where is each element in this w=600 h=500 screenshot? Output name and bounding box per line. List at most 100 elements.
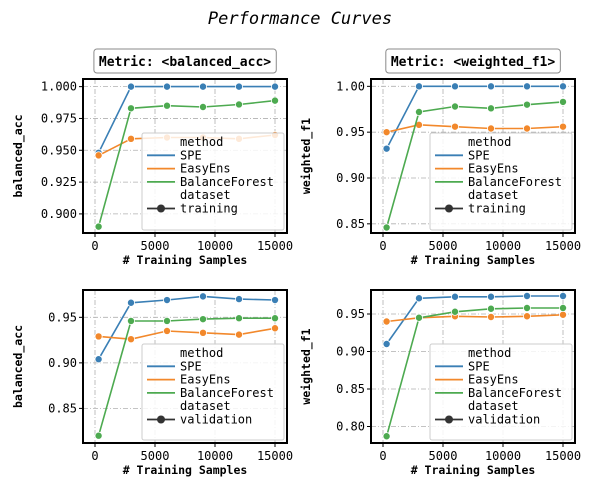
x-tick-label: 10000	[485, 449, 521, 463]
series-line-EasyEns	[386, 314, 564, 323]
data-point-SPE	[270, 296, 279, 305]
data-point-BalanceForest	[414, 108, 423, 117]
y-tick-label: 0.95	[48, 310, 77, 324]
y-tick-label: 0.85	[336, 382, 365, 396]
legend-label-SPE: SPE	[180, 359, 202, 373]
data-point-BalanceForest	[127, 316, 136, 325]
data-point-SPE	[414, 294, 423, 303]
y-tick-label: 0.90	[336, 171, 365, 185]
legend-box	[141, 132, 285, 231]
y-axis-label: balanced_acc	[11, 114, 26, 197]
legend-marker-dataset	[445, 415, 453, 424]
x-tick-label: 0	[91, 239, 98, 253]
data-point-EasyEns	[198, 328, 207, 337]
data-point-SPE	[162, 296, 171, 305]
x-tick-label: 15000	[545, 239, 581, 253]
data-point-EasyEns	[486, 124, 495, 133]
legend-title-method: method	[468, 135, 511, 149]
series-line-EasyEns	[98, 327, 276, 341]
x-tick-label: 5000	[141, 239, 170, 253]
data-point-EasyEns	[559, 310, 568, 319]
x-tick-label: 10000	[485, 239, 521, 253]
series-line-SPE	[97, 85, 275, 154]
x-tick-label: 5000	[429, 449, 458, 463]
y-tick-label: 0.80	[336, 420, 365, 434]
legend: methodSPEEasyEnsBalanceForestdatasetvali…	[429, 343, 573, 441]
x-tick-label: 0	[379, 449, 386, 463]
column-label-text: Metric: <balanced_acc>	[99, 55, 271, 70]
series-line-EasyEns	[386, 123, 564, 133]
data-point-BalanceForest	[94, 431, 103, 440]
y-tick-label: 0.95	[336, 307, 365, 321]
x-axis-label: # Training Samples	[123, 463, 248, 477]
data-point-SPE	[198, 82, 207, 91]
legend-label-dataset: validation	[468, 413, 540, 427]
x-tick-label: 15000	[257, 239, 293, 253]
data-point-BalanceForest	[162, 101, 171, 110]
legend: methodSPEEasyEnsBalanceForestdatasetvali…	[141, 343, 285, 441]
data-point-SPE	[559, 291, 568, 300]
legend-label-EasyEns: EasyEns	[180, 162, 231, 176]
y-tick-label: 0.85	[336, 217, 365, 231]
legend-box	[429, 343, 573, 441]
data-point-EasyEns	[450, 122, 459, 131]
y-tick-label: 0.95	[336, 125, 365, 139]
y-tick-label: 0.975	[41, 111, 77, 125]
column-label-text: Metric: <weighted_f1>	[391, 55, 556, 70]
y-axis-label: balanced_acc	[11, 325, 26, 408]
data-point-BalanceForest	[234, 100, 243, 109]
data-point-BalanceForest	[382, 223, 391, 232]
y-tick-label: 0.85	[48, 401, 77, 415]
data-point-BalanceForest	[270, 96, 279, 105]
x-axis-label: # Training Samples	[411, 253, 536, 267]
data-point-SPE	[127, 298, 136, 307]
legend-label-EasyEns: EasyEns	[468, 162, 519, 176]
data-point-SPE	[559, 82, 568, 91]
legend-label-dataset: validation	[180, 413, 252, 427]
data-point-BalanceForest	[382, 432, 391, 441]
data-point-SPE	[198, 292, 207, 301]
data-point-BalanceForest	[559, 97, 568, 106]
data-point-SPE	[414, 82, 423, 91]
x-tick-label: 5000	[141, 449, 170, 463]
series-line-BalanceForest	[385, 307, 563, 437]
legend-title-method: method	[468, 346, 511, 360]
legend-label-SPE: SPE	[180, 148, 202, 162]
data-point-BalanceForest	[523, 100, 532, 109]
data-point-BalanceForest	[414, 313, 423, 322]
y-tick-label: 0.900	[41, 207, 77, 221]
legend-label-BalanceForest: BalanceForest	[468, 386, 562, 400]
data-point-BalanceForest	[486, 304, 495, 313]
legend: methodSPEEasyEnsBalanceForestdatasettrai…	[141, 132, 285, 231]
legend-marker-dataset	[157, 415, 165, 424]
data-point-BalanceForest	[450, 307, 459, 316]
legend-title-method: method	[180, 346, 223, 360]
legend-label-SPE: SPE	[468, 359, 490, 373]
y-tick-label: 0.90	[48, 356, 77, 370]
legend: methodSPEEasyEnsBalanceForestdatasettrai…	[429, 132, 573, 231]
data-point-EasyEns	[270, 324, 279, 333]
series-line-BalanceForest	[385, 101, 564, 228]
legend-label-EasyEns: EasyEns	[180, 373, 231, 387]
data-point-SPE	[450, 82, 459, 91]
series-line-BalanceForest	[97, 99, 276, 227]
x-tick-label: 10000	[197, 449, 233, 463]
column-label: Metric: <balanced_acc>	[93, 48, 277, 74]
legend-label-dataset: training	[180, 202, 238, 216]
data-point-SPE	[234, 295, 243, 304]
column-label: Metric: <weighted_f1>	[385, 48, 561, 74]
legend-title-dataset: dataset	[468, 188, 519, 202]
plot-frame	[370, 289, 576, 444]
series-line-SPE	[97, 295, 276, 360]
plot-frame	[370, 78, 576, 234]
data-point-BalanceForest	[523, 303, 532, 312]
data-point-EasyEns	[559, 122, 568, 131]
data-point-EasyEns	[486, 312, 495, 321]
data-point-EasyEns	[127, 134, 136, 143]
y-tick-label: 0.90	[336, 345, 365, 359]
data-point-EasyEns	[127, 335, 136, 344]
legend-box	[141, 343, 285, 441]
data-point-SPE	[162, 82, 171, 91]
x-tick-label: 10000	[197, 239, 233, 253]
data-point-BalanceForest	[162, 316, 171, 325]
